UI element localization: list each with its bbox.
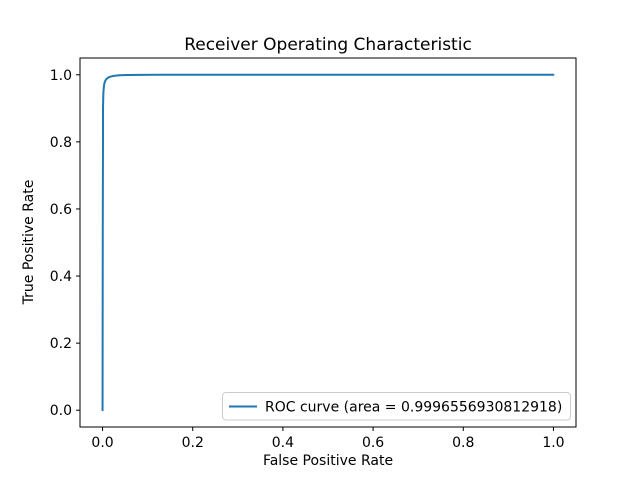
y-tick-label: 1.0 bbox=[50, 68, 72, 84]
x-axis-label: False Positive Rate bbox=[263, 453, 393, 469]
x-tick-label: 0.0 bbox=[91, 435, 113, 451]
y-tick-label: 0.6 bbox=[50, 202, 72, 218]
x-tick-label: 0.6 bbox=[362, 435, 384, 451]
plot-area: 0.0 0.2 0.4 0.6 0.8 1.0 0.0 0.2 0.4 0.6 0.8 1.0 bbox=[50, 57, 577, 451]
x-tick-label: 0.4 bbox=[272, 435, 294, 451]
x-tick-label: 0.2 bbox=[182, 435, 204, 451]
axes-frame bbox=[79, 57, 577, 428]
y-tick-label: 0.4 bbox=[50, 269, 72, 285]
y-axis-label: True Positive Rate bbox=[21, 180, 37, 306]
roc-curve-line bbox=[101, 73, 555, 412]
y-tick-label: 0.2 bbox=[50, 336, 72, 352]
legend-box bbox=[222, 392, 571, 421]
x-tick-label: 0.8 bbox=[452, 435, 474, 451]
chart-title: Receiver Operating Characteristic bbox=[184, 35, 472, 55]
x-tick-label: 1.0 bbox=[542, 435, 564, 451]
legend-label: ROC curve (area = 0.9996556930812918) bbox=[265, 400, 562, 416]
y-tick-label: 0.0 bbox=[50, 403, 72, 419]
legend: ROC curve (area = 0.9996556930812918) bbox=[222, 392, 571, 421]
y-tick-label: 0.8 bbox=[50, 135, 72, 151]
